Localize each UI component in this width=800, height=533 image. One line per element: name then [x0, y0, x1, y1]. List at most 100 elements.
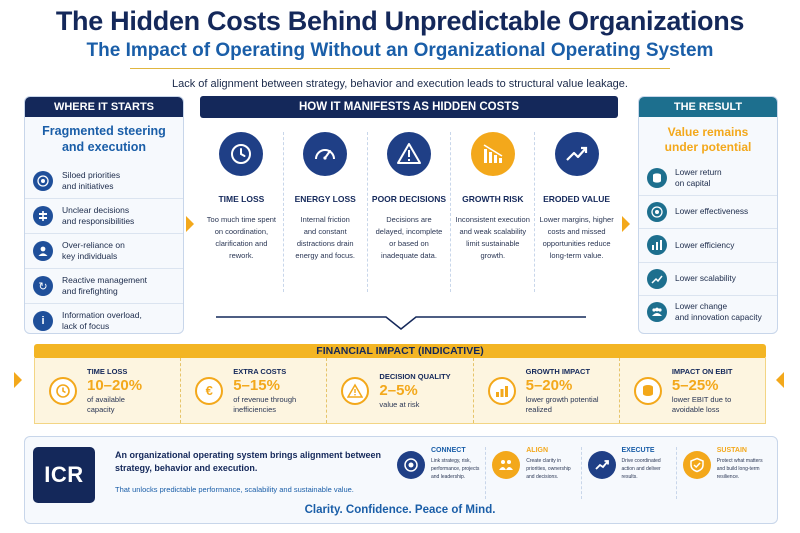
cause-text: Reactive management	[62, 275, 148, 285]
hidden-cost-column: POOR DECISIONS Decisions are delayed, in…	[366, 132, 451, 292]
page-subtitle: The Impact of Operating Without an Organ…	[86, 40, 714, 61]
step-label: SUSTAIN	[716, 447, 747, 454]
target-icon	[647, 201, 667, 222]
hidden-cost-column: ENERGY LOSS Internal friction and consta…	[282, 132, 367, 292]
result-subheading: Value remains under potential	[639, 125, 777, 155]
arrow-right-icon	[14, 372, 22, 388]
step-line: Drive coordinated	[621, 458, 661, 464]
step-line: results.	[621, 474, 638, 480]
target-icon	[33, 170, 53, 191]
impact-label: DECISION QUALITY	[379, 371, 451, 381]
description-line: growth.	[480, 251, 506, 260]
euro-icon: €	[195, 376, 224, 405]
impact-label: TIME LOSS	[87, 366, 128, 376]
impact-description: realized	[525, 404, 552, 414]
solution-step: ALIGN Create clarity in priorities, owne…	[485, 447, 580, 499]
description-line: Decisions are	[386, 215, 432, 224]
financial-impact-item: IMPACT ON EBIT 5–25% lower EBIT due to a…	[618, 358, 765, 423]
step-description: Create clarity in priorities, ownership …	[526, 457, 570, 481]
impact-description: of revenue through	[233, 394, 297, 404]
impact-value: 5–25%	[671, 376, 719, 394]
result-item: Lower scalability	[639, 261, 777, 296]
result-text: Lower return	[675, 166, 722, 177]
cause-item: Siloed priorities and initiatives	[25, 163, 183, 198]
description-line: Too much time spent	[206, 215, 276, 224]
title-divider	[130, 68, 670, 69]
result-text: on capital	[675, 177, 711, 188]
refresh-icon: ↻	[33, 276, 53, 296]
team-icon	[647, 302, 667, 323]
solution-step: CONNECT Link strategy, risk, performance…	[391, 447, 485, 499]
page-title: The Hidden Costs Behind Unpredictable Or…	[55, 6, 745, 36]
warning-icon	[386, 132, 431, 176]
cause-item: i Information overload, lack of focus	[25, 303, 183, 338]
impact-value: 10–20%	[87, 376, 143, 394]
hidden-cost-label: GROWTH RISK	[462, 194, 524, 204]
hidden-costs-columns: TIME LOSS Too much time spent on coordin…	[200, 132, 618, 292]
description-line: inadequate data.	[381, 251, 437, 260]
solution-statement: An organizational operating system bring…	[115, 449, 385, 475]
impact-description: value at risk	[379, 399, 420, 409]
financial-impact-item: GROWTH IMPACT 5–20% lower growth potenti…	[472, 358, 619, 423]
subheading-line: under potential	[664, 140, 752, 154]
result-item: Lower return on capital	[639, 161, 777, 195]
step-line: and leadership.	[431, 474, 466, 480]
growth-chart-icon	[647, 268, 667, 289]
cause-text: lack of focus	[62, 321, 110, 331]
icr-logo: ICR	[33, 447, 95, 503]
chevron-down-icon	[216, 316, 586, 330]
impact-value: 5–20%	[525, 376, 573, 394]
step-label: ALIGN	[526, 447, 549, 454]
description-line: Internal friction	[300, 215, 350, 224]
description-line: Inconsistent execution	[455, 215, 530, 224]
subheading-line: Value remains	[667, 125, 749, 139]
step-label: CONNECT	[431, 447, 466, 454]
gauge-icon	[303, 132, 348, 176]
lead-text: Lack of alignment between strategy, beha…	[172, 78, 628, 90]
financial-impact-box: TIME LOSS 10–20% of available capacity €…	[34, 358, 766, 424]
cause-text: Unclear decisions	[62, 205, 130, 215]
hidden-cost-description: Lower margins, higher costs and missed o…	[535, 214, 618, 262]
impact-description: lower growth potential	[525, 394, 599, 404]
target-icon	[397, 451, 425, 479]
signpost-icon	[33, 206, 53, 226]
solution-panel: ICR An organizational operating system b…	[24, 436, 778, 524]
description-line: opportunities reduce	[542, 239, 611, 248]
subheading-line: Fragmented steering	[42, 124, 166, 138]
arrow-right-icon	[186, 216, 194, 232]
impact-label: EXTRA COSTS	[233, 366, 287, 376]
description-line: clarification and	[215, 239, 268, 248]
trend-line-icon	[554, 132, 599, 176]
hidden-cost-label: ERODED VALUE	[543, 194, 611, 204]
step-line: Protect what matters	[716, 458, 763, 464]
step-line: action and deliver	[621, 466, 661, 472]
impact-value: 2–5%	[379, 381, 418, 399]
cause-item: Unclear decisions and responsibilities	[25, 198, 183, 233]
hidden-cost-label: ENERGY LOSS	[294, 194, 356, 204]
description-line: limit sustainable	[466, 239, 520, 248]
coins-icon	[647, 167, 667, 188]
step-line: and build long-term	[716, 466, 760, 472]
arrow-right-icon	[622, 216, 630, 232]
step-line: and decisions.	[526, 474, 559, 480]
description-line: distractions drain	[296, 239, 354, 248]
tagline: Clarity. Confidence. Peace of Mind.	[304, 504, 496, 516]
hidden-cost-column: GROWTH RISK Inconsistent execution and w…	[450, 132, 534, 292]
where-it-starts-heading: WHERE IT STARTS	[25, 97, 183, 117]
bar-chart-icon	[487, 376, 516, 405]
coins-icon	[633, 376, 662, 405]
info-icon: i	[33, 311, 53, 331]
description-line: Lower margins, higher	[539, 215, 614, 224]
warning-icon	[341, 376, 370, 405]
impact-label: GROWTH IMPACT	[525, 366, 591, 376]
solution-steps: CONNECT Link strategy, risk, performance…	[391, 447, 771, 499]
impact-description: inefficiencies	[233, 404, 277, 414]
result-panel: THE RESULT Value remains under potential…	[638, 96, 778, 334]
cause-text: key individuals	[62, 251, 118, 261]
solution-subtext: That unlocks predictable performance, sc…	[115, 485, 354, 494]
cause-text: Siloed priorities	[62, 169, 121, 180]
cause-text: and responsibilities	[62, 216, 135, 226]
description-line: costs and missed	[547, 227, 606, 236]
clock-icon	[49, 376, 77, 405]
description-line: delayed, incomplete	[375, 227, 443, 236]
